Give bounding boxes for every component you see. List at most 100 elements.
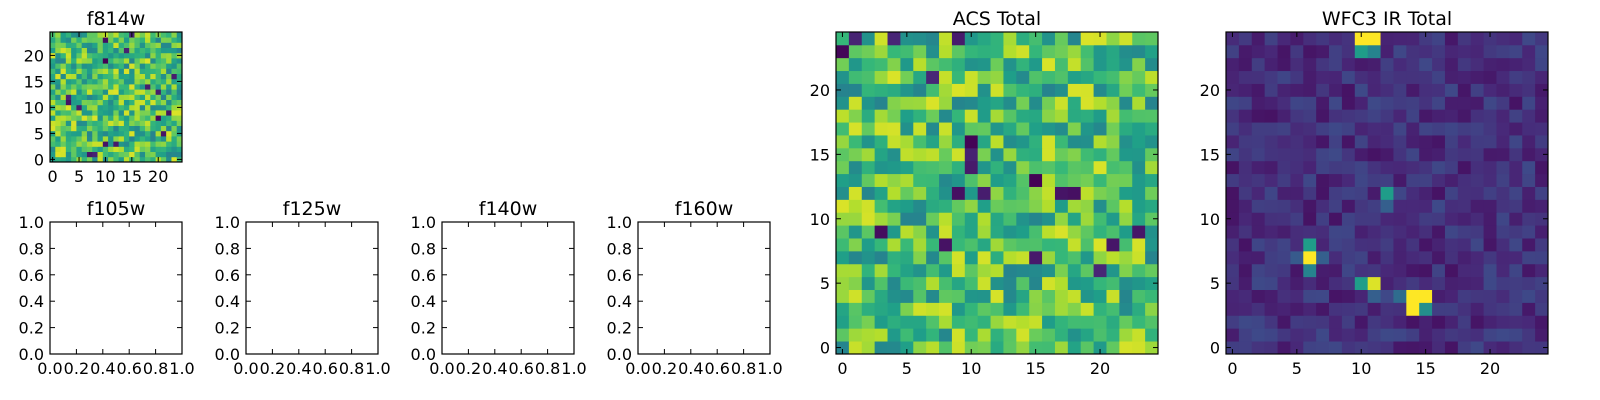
y-tick-label: 5: [34, 124, 44, 143]
x-tick-label: 0.2: [652, 359, 677, 378]
x-tick-label: 0.0: [233, 359, 258, 378]
y-tick-label: 0.0: [411, 345, 436, 364]
x-tick-label: 0.8: [535, 359, 560, 378]
x-tick-label: 0.4: [90, 359, 115, 378]
x-tick-label: 0.8: [339, 359, 364, 378]
chart-title: f140w: [479, 198, 538, 220]
y-tick-label: 0.6: [19, 266, 44, 285]
chart-title: f160w: [675, 198, 734, 220]
axes-frame: [1225, 31, 1549, 355]
x-tick-label: 0: [1227, 359, 1237, 378]
x-tick-label: 1.0: [169, 359, 194, 378]
x-tick-label: 0.0: [429, 359, 454, 378]
y-tick-label: 0.8: [215, 239, 240, 258]
axes-frame: [835, 31, 1159, 355]
heatmap-panel-0: [50, 32, 183, 163]
y-tick-label: 1.0: [607, 213, 632, 232]
y-tick-label: 0.8: [607, 239, 632, 258]
y-tick-label: 1.0: [19, 213, 44, 232]
y-tick-label: 0: [1210, 339, 1220, 358]
y-tick-label: 1.0: [215, 213, 240, 232]
y-tick-label: 10: [1200, 210, 1220, 229]
y-tick-label: 0.8: [19, 239, 44, 258]
x-tick-label: 0: [837, 359, 847, 378]
x-tick-label: 0.2: [64, 359, 89, 378]
x-tick-label: 0.8: [143, 359, 168, 378]
y-tick-label: 20: [810, 81, 830, 100]
x-tick-label: 10: [95, 167, 115, 186]
x-tick-label: 0.4: [482, 359, 507, 378]
x-tick-label: 15: [1025, 359, 1045, 378]
chart-title: f125w: [283, 198, 342, 220]
x-tick-label: 0.8: [731, 359, 756, 378]
chart-title: ACS Total: [953, 8, 1041, 30]
y-tick-label: 0.0: [19, 345, 44, 364]
axes-frame: [637, 221, 771, 355]
y-tick-label: 5: [820, 274, 830, 293]
x-tick-label: 0.2: [456, 359, 481, 378]
x-tick-label: 0.4: [286, 359, 311, 378]
chart-title: f814w: [87, 8, 146, 30]
x-tick-label: 5: [1292, 359, 1302, 378]
axes-frame: [49, 221, 183, 355]
x-tick-label: 0.2: [260, 359, 285, 378]
y-tick-label: 20: [24, 46, 44, 65]
axes-frame: [49, 31, 183, 163]
y-tick-label: 0.6: [411, 266, 436, 285]
y-tick-label: 0.8: [411, 239, 436, 258]
y-tick-label: 15: [1200, 145, 1220, 164]
x-tick-label: 0.6: [312, 359, 337, 378]
y-tick-label: 10: [24, 98, 44, 117]
x-tick-label: 5: [902, 359, 912, 378]
y-tick-label: 10: [810, 210, 830, 229]
x-tick-label: 15: [1415, 359, 1435, 378]
x-tick-label: 20: [1090, 359, 1110, 378]
x-tick-label: 0: [48, 167, 58, 186]
y-tick-label: 0: [34, 150, 44, 169]
x-tick-label: 0.6: [116, 359, 141, 378]
x-tick-label: 15: [122, 167, 142, 186]
y-tick-label: 0.2: [607, 319, 632, 338]
x-tick-label: 20: [148, 167, 168, 186]
y-tick-label: 20: [1200, 81, 1220, 100]
x-tick-label: 1.0: [757, 359, 782, 378]
x-tick-label: 5: [74, 167, 84, 186]
x-tick-label: 10: [961, 359, 981, 378]
x-tick-label: 0.4: [678, 359, 703, 378]
y-tick-label: 0.0: [215, 345, 240, 364]
y-tick-label: 0.4: [19, 292, 44, 311]
heatmap-panel-2: [1226, 32, 1549, 355]
axes-frame: [441, 221, 575, 355]
y-tick-label: 0: [820, 339, 830, 358]
x-tick-label: 0.6: [704, 359, 729, 378]
axes-1: ACS Total 0 5 10 15 20 0 5 10 15 20: [810, 8, 1159, 378]
y-tick-label: 15: [810, 145, 830, 164]
x-tick-label: 20: [1480, 359, 1500, 378]
axes-frame: [245, 221, 379, 355]
chart-title: f105w: [87, 198, 146, 220]
y-tick-label: 0.4: [607, 292, 632, 311]
x-tick-label: 0.6: [508, 359, 533, 378]
y-tick-label: 0.2: [19, 319, 44, 338]
y-tick-label: 5: [1210, 274, 1220, 293]
axes-2: WFC3 IR Total 0 5 10 15 20 0 5 10 15 20: [1200, 8, 1549, 378]
heatmap-panel-1: [836, 32, 1159, 355]
x-tick-label: 1.0: [561, 359, 586, 378]
y-tick-label: 15: [24, 72, 44, 91]
y-tick-label: 0.0: [607, 345, 632, 364]
x-tick-label: 1.0: [365, 359, 390, 378]
y-tick-label: 1.0: [411, 213, 436, 232]
y-tick-label: 0.4: [215, 292, 240, 311]
y-tick-label: 0.4: [411, 292, 436, 311]
y-tick-label: 0.2: [411, 319, 436, 338]
chart-title: WFC3 IR Total: [1322, 8, 1452, 30]
y-tick-label: 0.2: [215, 319, 240, 338]
y-tick-label: 0.6: [607, 266, 632, 285]
x-tick-label: 10: [1351, 359, 1371, 378]
